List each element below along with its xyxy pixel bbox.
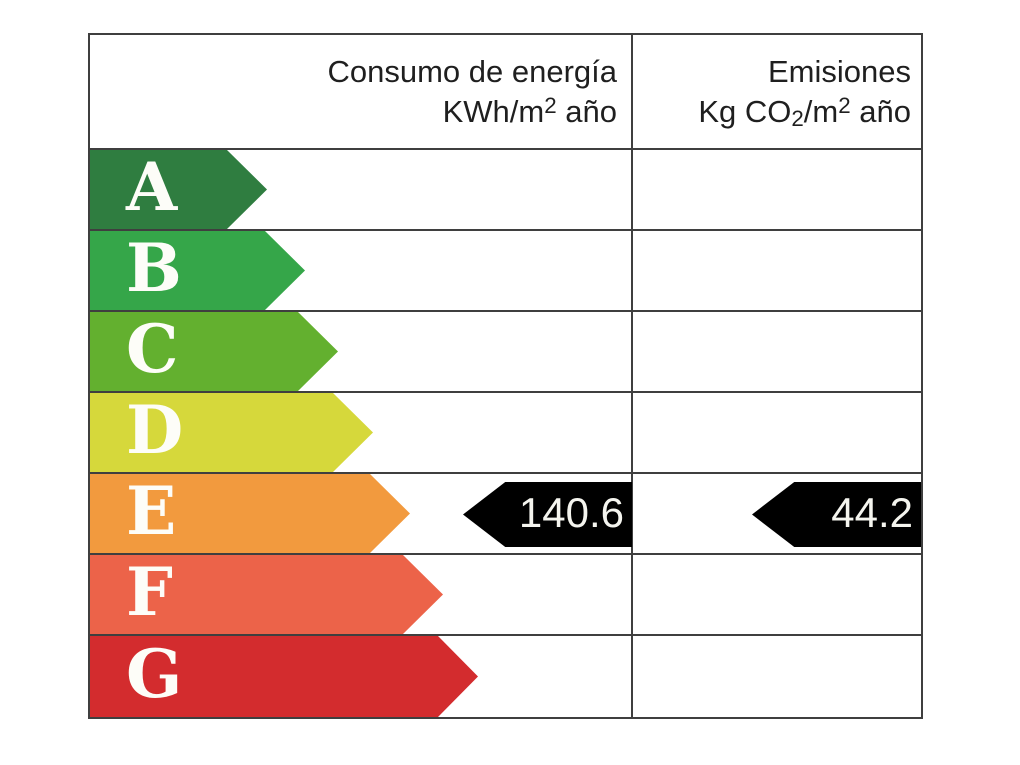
grade-row-b: B <box>90 231 921 312</box>
grade-row-e: E 140.6 44.2 <box>90 474 921 555</box>
emissions-value-arrow-icon: 44.2 <box>752 482 921 547</box>
header-consumption: Consumo de energía KWh/m2 año <box>90 35 631 148</box>
grade-letter-e: E <box>126 471 177 550</box>
grade-row-f: F <box>90 555 921 636</box>
grade-bar-a: A <box>90 150 267 229</box>
grade-bar-e: E <box>90 474 410 553</box>
grade-row-g: G <box>90 636 921 717</box>
grade-row-c: C <box>90 312 921 393</box>
consumption-value: 140.6 <box>518 488 624 536</box>
grade-row-a: A <box>90 150 921 231</box>
grade-bar-f: F <box>90 555 443 634</box>
grade-bar-c: C <box>90 312 338 391</box>
grade-letter-a: A <box>126 147 178 226</box>
grade-bar-b: B <box>90 231 305 310</box>
energy-rating-table: Consumo de energía KWh/m2 año Emisiones … <box>88 33 923 719</box>
grade-bar-d: D <box>90 393 373 472</box>
header-emissions-line2: Kg CO2/m2 año <box>698 93 911 132</box>
header-emissions-line1: Emisiones <box>768 54 911 90</box>
emissions-value: 44.2 <box>831 488 913 536</box>
grade-letter-c: C <box>126 309 179 388</box>
grade-letter-g: G <box>126 634 183 713</box>
header-consumption-line1: Consumo de energía <box>327 54 617 90</box>
header-emissions: Emisiones Kg CO2/m2 año <box>631 35 921 148</box>
column-divider <box>631 35 633 717</box>
grade-bar-g: G <box>90 636 478 717</box>
grade-letter-b: B <box>126 228 182 307</box>
grade-letter-f: F <box>126 552 173 631</box>
table-header-row: Consumo de energía KWh/m2 año Emisiones … <box>90 35 921 150</box>
grade-row-d: D <box>90 393 921 474</box>
consumption-value-arrow-icon: 140.6 <box>463 482 632 547</box>
header-consumption-line2: KWh/m2 año <box>442 93 617 129</box>
grade-letter-d: D <box>126 390 184 469</box>
